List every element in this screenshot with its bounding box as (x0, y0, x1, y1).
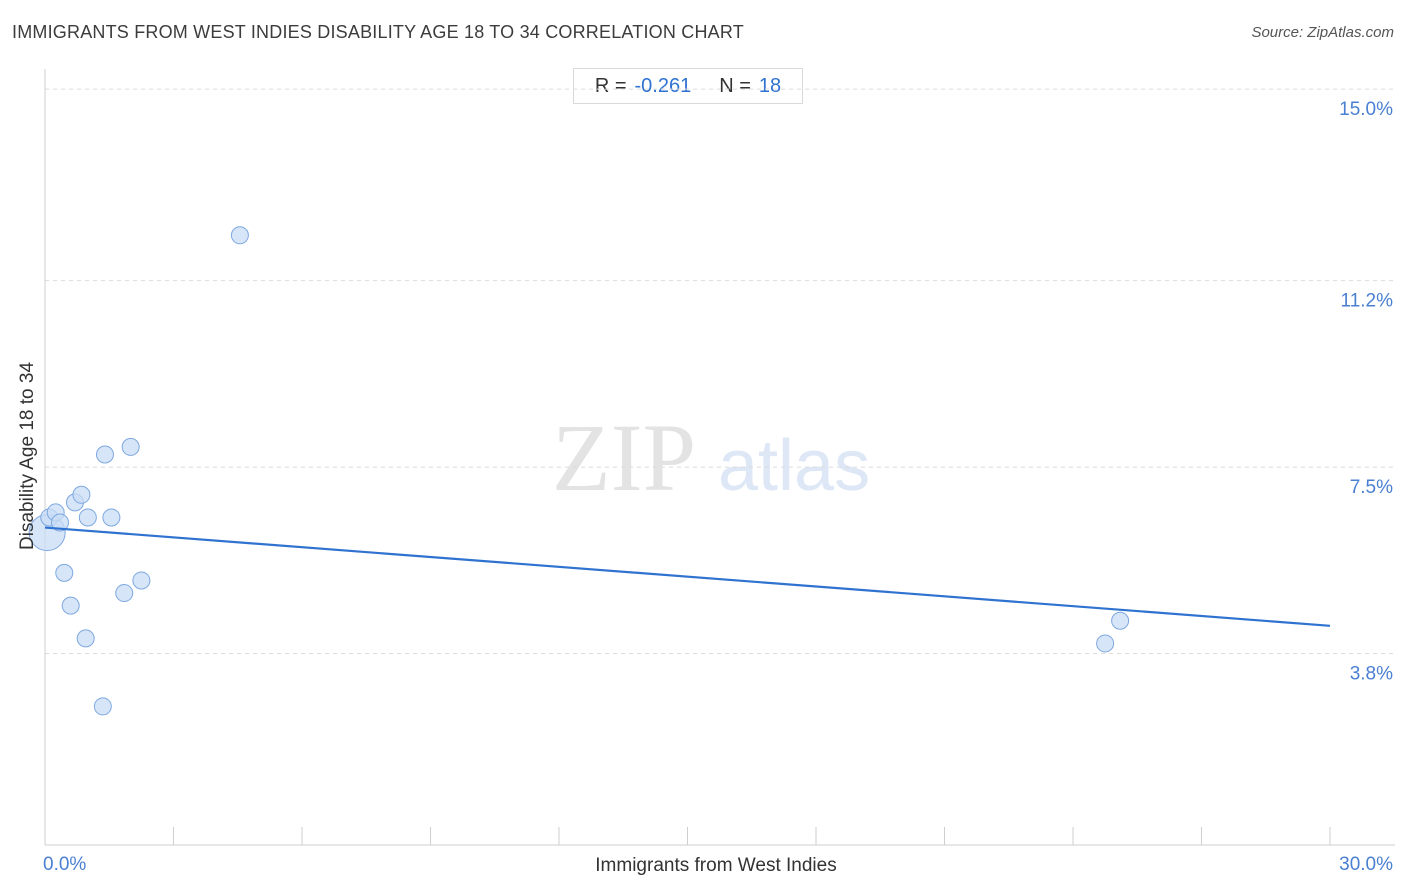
source-credit: Source: ZipAtlas.com (1251, 24, 1394, 41)
gridlines (45, 88, 1395, 655)
data-point (50, 513, 69, 532)
data-point (102, 508, 121, 527)
data-point (95, 445, 114, 464)
data-points (28, 226, 1130, 716)
data-point (132, 571, 151, 590)
r-label: R = (594, 74, 627, 97)
y-tick-labels: 3.8% 7.5% 11.2% 15.0% (1339, 99, 1393, 684)
y-tick-label: 15.0% (1339, 99, 1393, 120)
data-point (230, 226, 249, 245)
y-tick-label: 3.8% (1350, 664, 1393, 685)
data-point (1096, 634, 1115, 653)
watermark: ZIP atlas (552, 404, 870, 511)
x-tick-labels: 0.0% 30.0% (43, 854, 1393, 875)
data-point (72, 485, 91, 504)
data-point (93, 697, 112, 716)
data-point (1111, 611, 1130, 630)
y-tick-label: 7.5% (1350, 477, 1393, 498)
n-value: 18 (758, 74, 782, 97)
data-point (61, 596, 80, 615)
data-point (78, 508, 97, 527)
data-point (76, 629, 95, 648)
x-tick-label: 0.0% (43, 854, 86, 875)
data-point (121, 437, 140, 456)
x-axis-title: Immigrants from West Indies (595, 855, 836, 876)
watermark-atlas: atlas (718, 426, 870, 506)
r-value: -0.261 (634, 74, 692, 97)
y-tick-label: 11.2% (1341, 291, 1394, 312)
n-label: N = (719, 74, 751, 97)
data-point (55, 563, 74, 582)
x-tick-label: 30.0% (1339, 854, 1393, 875)
trend-line (44, 526, 1331, 627)
chart-title: IMMIGRANTS FROM WEST INDIES DISABILITY A… (12, 22, 744, 42)
trend-line-group (44, 526, 1331, 627)
y-axis-title: Disability Age 18 to 34 (17, 362, 38, 550)
watermark-zip: ZIP (552, 404, 696, 511)
axes (44, 69, 1395, 846)
data-point (115, 584, 134, 603)
correlation-stats-box: R = -0.261 N = 18 (573, 68, 803, 104)
